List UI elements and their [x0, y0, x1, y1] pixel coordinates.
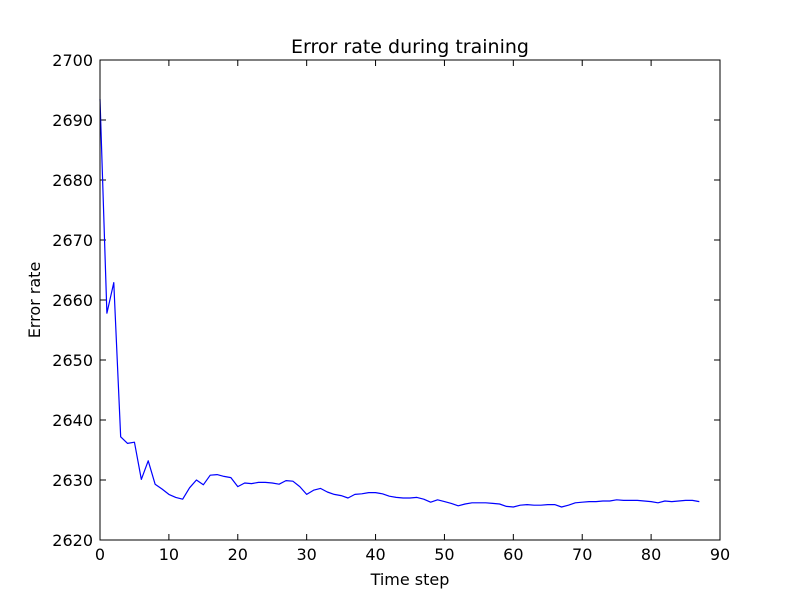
y-tick-labels: 2620 2630 2640 2650 2660 2670 2680 2690 2700: [52, 51, 93, 550]
y-tick-label: 2660: [52, 291, 93, 310]
y-tick-label: 2630: [52, 471, 93, 490]
x-tick-label: 10: [159, 545, 179, 564]
x-tick-label: 40: [365, 545, 385, 564]
y-tick-label: 2700: [52, 51, 93, 70]
series-layer: [99, 98, 700, 508]
y-axis-label: Error rate: [25, 262, 44, 339]
chart-title: Error rate during training: [291, 36, 529, 58]
plot-area: [100, 60, 720, 540]
x-tick-label: 60: [503, 545, 523, 564]
y-tick-label: 2620: [52, 531, 93, 550]
x-tick-label: 30: [296, 545, 316, 564]
y-tick-label: 2690: [52, 111, 93, 130]
y-tick-label: 2640: [52, 411, 93, 430]
plot-frame: [99, 59, 721, 541]
series-line: [99, 98, 700, 508]
y-tick-label: 2670: [52, 231, 93, 250]
y-tick-label: 2650: [52, 351, 93, 370]
x-axis-label: Time step: [370, 570, 450, 589]
y-tick-label: 2680: [52, 171, 93, 190]
x-tick-label: 50: [434, 545, 454, 564]
x-tick-label: 0: [95, 545, 105, 564]
x-tick-label: 90: [710, 545, 730, 564]
x-tick-labels: 0 10 20 30 40 50 60 70 80 90: [95, 545, 730, 564]
x-tick-label: 70: [572, 545, 592, 564]
x-tick-label: 20: [228, 545, 248, 564]
x-tick-label: 80: [641, 545, 661, 564]
